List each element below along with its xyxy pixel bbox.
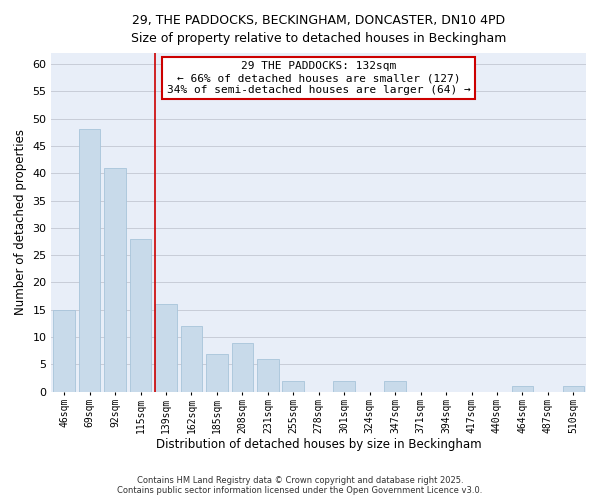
Bar [512, 386, 533, 392]
Bar [79, 130, 100, 392]
X-axis label: Distribution of detached houses by size in Beckingham: Distribution of detached houses by size … [156, 438, 482, 451]
Text: 29 THE PADDOCKS: 132sqm
← 66% of detached houses are smaller (127)
34% of semi-d: 29 THE PADDOCKS: 132sqm ← 66% of detache… [167, 62, 470, 94]
Text: Contains HM Land Registry data © Crown copyright and database right 2025.
Contai: Contains HM Land Registry data © Crown c… [118, 476, 482, 495]
Bar [385, 381, 406, 392]
Bar [130, 239, 151, 392]
Bar [155, 304, 177, 392]
Bar [206, 354, 228, 392]
Bar [181, 326, 202, 392]
Title: 29, THE PADDOCKS, BECKINGHAM, DONCASTER, DN10 4PD
Size of property relative to d: 29, THE PADDOCKS, BECKINGHAM, DONCASTER,… [131, 14, 506, 45]
Bar [283, 381, 304, 392]
Bar [104, 168, 126, 392]
Bar [232, 342, 253, 392]
Bar [257, 359, 278, 392]
Bar [563, 386, 584, 392]
Bar [334, 381, 355, 392]
Y-axis label: Number of detached properties: Number of detached properties [14, 130, 27, 316]
Bar [53, 310, 75, 392]
